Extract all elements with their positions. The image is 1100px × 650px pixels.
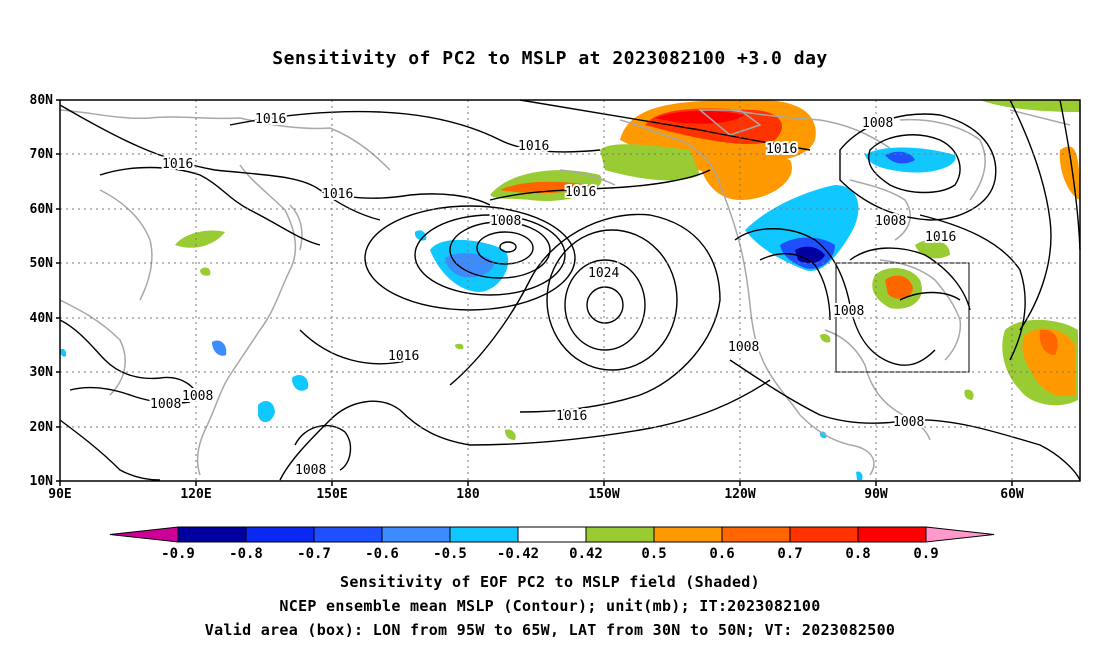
colorbar-segment — [585, 526, 655, 543]
contour-label: 1016 — [766, 142, 797, 157]
contour-label: 1008 — [728, 340, 759, 355]
contour-label: 1008 — [833, 304, 864, 319]
colorbar-under-triangle — [109, 526, 179, 543]
contour-label: 1008 — [150, 397, 181, 412]
longitude-labels: 90E 120E 150E 180 150W 120W 90W 60W — [48, 487, 1024, 502]
colorbar-segment — [857, 526, 927, 543]
lat-tick-label: 30N — [30, 365, 54, 380]
lon-tick-label: 60W — [1000, 487, 1024, 502]
mslp-contours — [59, 99, 1081, 481]
caption-line-3: Valid area (box): LON from 95W to 65W, L… — [204, 621, 896, 639]
contour-label: 1016 — [565, 185, 596, 200]
contour-labels: 1016 1016 1016 1016 1016 1016 1016 1016 … — [148, 110, 958, 480]
colorbar-segment — [245, 526, 315, 543]
latitude-labels: 80N 70N 60N 50N 40N 30N 20N 10N — [30, 93, 54, 489]
contour-label: 1016 — [162, 157, 193, 172]
colorbar-segment — [449, 526, 519, 543]
colorbar-label: -0.42 — [497, 546, 539, 562]
colorbar-label: -0.5 — [433, 546, 467, 562]
lat-tick-label: 80N — [30, 93, 54, 108]
contour-label: 1008 — [875, 214, 906, 229]
contour-label: 1008 — [893, 415, 924, 430]
axis-ticks — [56, 99, 1013, 486]
colorbar-label: -0.6 — [365, 546, 399, 562]
colorbar-label: -0.7 — [297, 546, 331, 562]
grid-lines — [60, 100, 1080, 481]
coastlines — [59, 109, 1071, 476]
lat-tick-label: 10N — [30, 474, 54, 489]
caption-line-1: Sensitivity of EOF PC2 to MSLP field (Sh… — [340, 573, 760, 591]
colorbar-segment — [517, 526, 587, 543]
colorbar-segment — [313, 526, 383, 543]
contour-label: 1008 — [862, 116, 893, 131]
lat-tick-label: 70N — [30, 147, 54, 162]
contour-label: 1008 — [295, 463, 326, 478]
colorbar-segment — [653, 526, 723, 543]
lon-tick-label: 150E — [316, 487, 347, 502]
contour-label: 1016 — [322, 187, 353, 202]
caption-line-2: NCEP ensemble mean MSLP (Contour); unit(… — [279, 597, 821, 615]
lon-tick-label: 180 — [456, 487, 480, 502]
contour-label: 1024 — [588, 266, 619, 281]
contour-label: 1016 — [556, 409, 587, 424]
colorbar-segment — [177, 526, 247, 543]
colorbar: -0.9 -0.8 -0.7 -0.6 -0.5 -0.42 0.42 0.5 0.6 0.7 0.… — [109, 526, 995, 562]
colorbar-segment — [721, 526, 791, 543]
map-frame — [59, 99, 1081, 482]
colorbar-label: 0.7 — [777, 546, 802, 562]
contour-label: 1008 — [182, 389, 213, 404]
colorbar-label: 0.9 — [913, 546, 938, 562]
colorbar-label: 0.42 — [569, 546, 603, 562]
colorbar-over-triangle — [925, 526, 995, 543]
colorbar-label: 0.8 — [845, 546, 870, 562]
lat-tick-label: 50N — [30, 256, 54, 271]
lon-tick-label: 120W — [724, 487, 755, 502]
lon-tick-label: 120E — [180, 487, 211, 502]
contour-label: 1016 — [388, 349, 419, 364]
contour-label: 1008 — [490, 214, 521, 229]
contour-label: 1016 — [925, 230, 956, 245]
lon-tick-label: 90E — [48, 487, 71, 502]
contour-label: 1016 — [518, 139, 549, 154]
plot-title: Sensitivity of PC2 to MSLP at 2023082100… — [272, 48, 828, 69]
colorbar-segment — [381, 526, 451, 543]
colorbar-label: -0.8 — [229, 546, 263, 562]
lat-tick-label: 40N — [30, 311, 54, 326]
lat-tick-label: 60N — [30, 202, 54, 217]
lon-tick-label: 150W — [588, 487, 619, 502]
lon-tick-label: 90W — [864, 487, 888, 502]
colorbar-label: 0.5 — [641, 546, 666, 562]
colorbar-segment — [789, 526, 859, 543]
lat-tick-label: 20N — [30, 420, 54, 435]
colorbar-label: 0.6 — [709, 546, 734, 562]
contour-label: 1016 — [255, 112, 286, 127]
colorbar-label: -0.9 — [161, 546, 195, 562]
